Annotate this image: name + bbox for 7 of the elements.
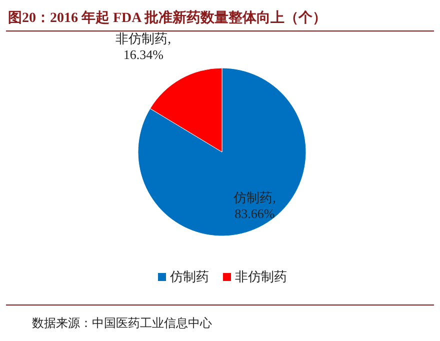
data-label: 非仿制药, 16.34% (116, 30, 171, 62)
data-label: 仿制药, 83.66% (232, 190, 276, 222)
legend-label: 非仿制药 (235, 269, 287, 284)
legend-label: 仿制药 (169, 269, 209, 284)
chart-title: 图20：2016 年起 FDA 批准新药数量整体向上（个） (8, 9, 326, 26)
source-note: 数据来源：中国医药工业信息中心 (32, 316, 212, 330)
pie-slice (138, 68, 306, 236)
